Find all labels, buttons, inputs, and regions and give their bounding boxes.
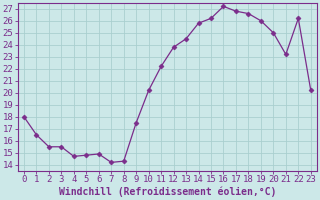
X-axis label: Windchill (Refroidissement éolien,°C): Windchill (Refroidissement éolien,°C)	[59, 187, 276, 197]
